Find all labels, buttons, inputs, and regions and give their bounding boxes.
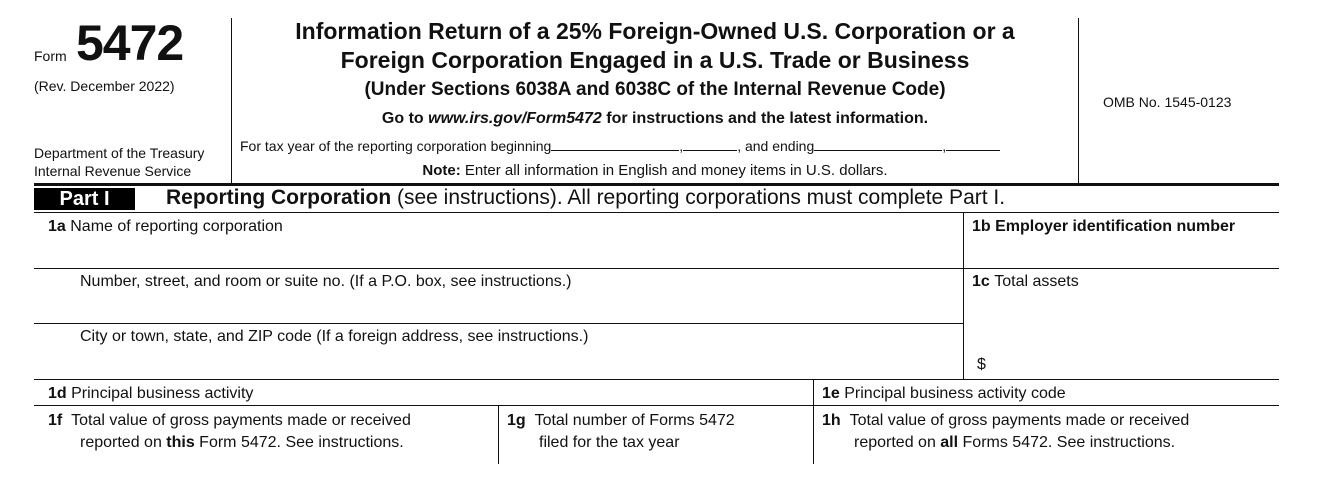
currency-symbol: $ [977,356,986,373]
header-divider-left [231,18,232,184]
right-column-divider [963,213,964,379]
field-1g-number: 1g [507,412,526,429]
department-name: Department of the Treasury [34,145,205,161]
city-state-zip-input[interactable] [36,352,960,377]
field-1c-label: Total assets [994,273,1079,290]
field-1f-line1: Total value of gross payments made or re… [71,412,411,429]
part1-title: Reporting Corporation [166,186,392,209]
field-1a-label: Name of reporting corporation [70,218,283,235]
field-1g-line2: filed for the tax year [539,434,680,451]
instructions-line: Go to www.irs.gov/Form5472 for instructi… [232,110,1078,128]
field-1f-line2-a: reported on [80,434,167,451]
field-1a-number: 1a [48,218,66,235]
tax-year-end-year-field[interactable] [946,150,1001,151]
business-activity-code-input[interactable] [1120,383,1278,403]
field-1f-line2-c: Form 5472. See instructions. [194,434,404,451]
note-line: Note: Enter all information in English a… [232,162,1078,179]
field-1e-label-row: 1e Principal business activity code [822,385,1066,403]
header-divider-right [1078,18,1079,184]
field-1e-number: 1e [822,385,840,402]
form-title-line2: Foreign Corporation Engaged in a U.S. Tr… [340,47,970,73]
field-1e-label: Principal business activity code [844,385,1066,402]
part1-heading: Reporting Corporation (see instructions)… [166,186,1005,210]
field-1g-line1: Total number of Forms 5472 [534,412,735,429]
row-1a-rule [34,268,1279,269]
form-subtitle: (Under Sections 6038A and 6038C of the I… [364,79,946,100]
field-1f-line2-b: this [166,434,195,451]
omb-number: OMB No. 1545-0123 [1103,94,1232,110]
goto-prefix: Go to [381,110,429,127]
field-1h-line2-a: reported on [854,434,941,451]
part1-rule [34,212,1279,213]
field-1f-number: 1f [48,412,63,429]
field-1b-label-row: 1b Employer identification number [972,218,1235,236]
ein-input[interactable] [966,242,1278,266]
field-1d-label: Principal business activity [71,385,254,402]
field-1a-label-row: 1a Name of reporting corporation [48,218,283,236]
field-1h-number: 1h [822,412,841,429]
field-1h-line2-b: all [940,434,959,451]
total-assets-input[interactable] [995,352,1277,377]
form-revision: (Rev. December 2022) [34,78,175,94]
tax-year-begin-year-field[interactable] [683,150,738,151]
city-label: City or town, state, and ZIP code (If a … [80,328,589,345]
field-1c-number: 1c [972,273,990,290]
tax-year-begin-field[interactable] [551,150,680,151]
street-label: Number, street, and room or suite no. (I… [80,273,572,290]
street-address-input[interactable] [36,296,960,321]
field-1d-label-row: 1d Principal business activity [48,385,253,403]
row-1f-divider [498,406,499,464]
note-text: Enter all information in English and mon… [460,162,888,179]
tax-year-mid: , and ending [737,138,815,154]
tax-year-line: For tax year of the reporting corporatio… [240,138,1001,154]
field-1h-line2-c: Forms 5472. See instructions. [958,434,1176,451]
form-prefix: Form [34,48,67,64]
form-title-line1: Information Return of a 25% Foreign-Owne… [295,18,1015,44]
goto-suffix: for instructions and the latest informat… [601,110,929,127]
field-1b-label: Employer identification number [995,218,1236,235]
row-1d-rule [34,405,1279,406]
field-1c-label-row: 1c Total assets [972,273,1079,291]
instructions-link[interactable]: www.irs.gov/Form5472 [428,110,602,127]
tax-year-prefix: For tax year of the reporting corporatio… [240,138,552,154]
service-name: Internal Revenue Service [34,163,192,179]
note-label: Note: [422,162,461,179]
tax-year-end-field[interactable] [814,150,943,151]
row-1d-divider [813,380,814,464]
street-rule [34,323,963,324]
city-rule [34,379,1279,380]
reporting-corporation-name-input[interactable] [36,242,960,266]
field-1g-label-block: 1g Total number of Forms 5472 filed for … [507,410,735,454]
principal-business-activity-input[interactable] [320,383,810,403]
field-1d-number: 1d [48,385,67,402]
field-1b-number: 1b [972,218,991,235]
part1-badge: Part I [34,188,135,210]
form-number: 5472 [76,15,184,71]
field-1h-line1: Total value of gross payments made or re… [849,412,1190,429]
part1-title-rest: (see instructions). All reporting corpor… [391,186,1006,209]
field-1f-label-block: 1f Total value of gross payments made or… [48,410,411,454]
header-rule [34,183,1279,186]
field-1h-label-block: 1h Total value of gross payments made or… [822,410,1189,454]
